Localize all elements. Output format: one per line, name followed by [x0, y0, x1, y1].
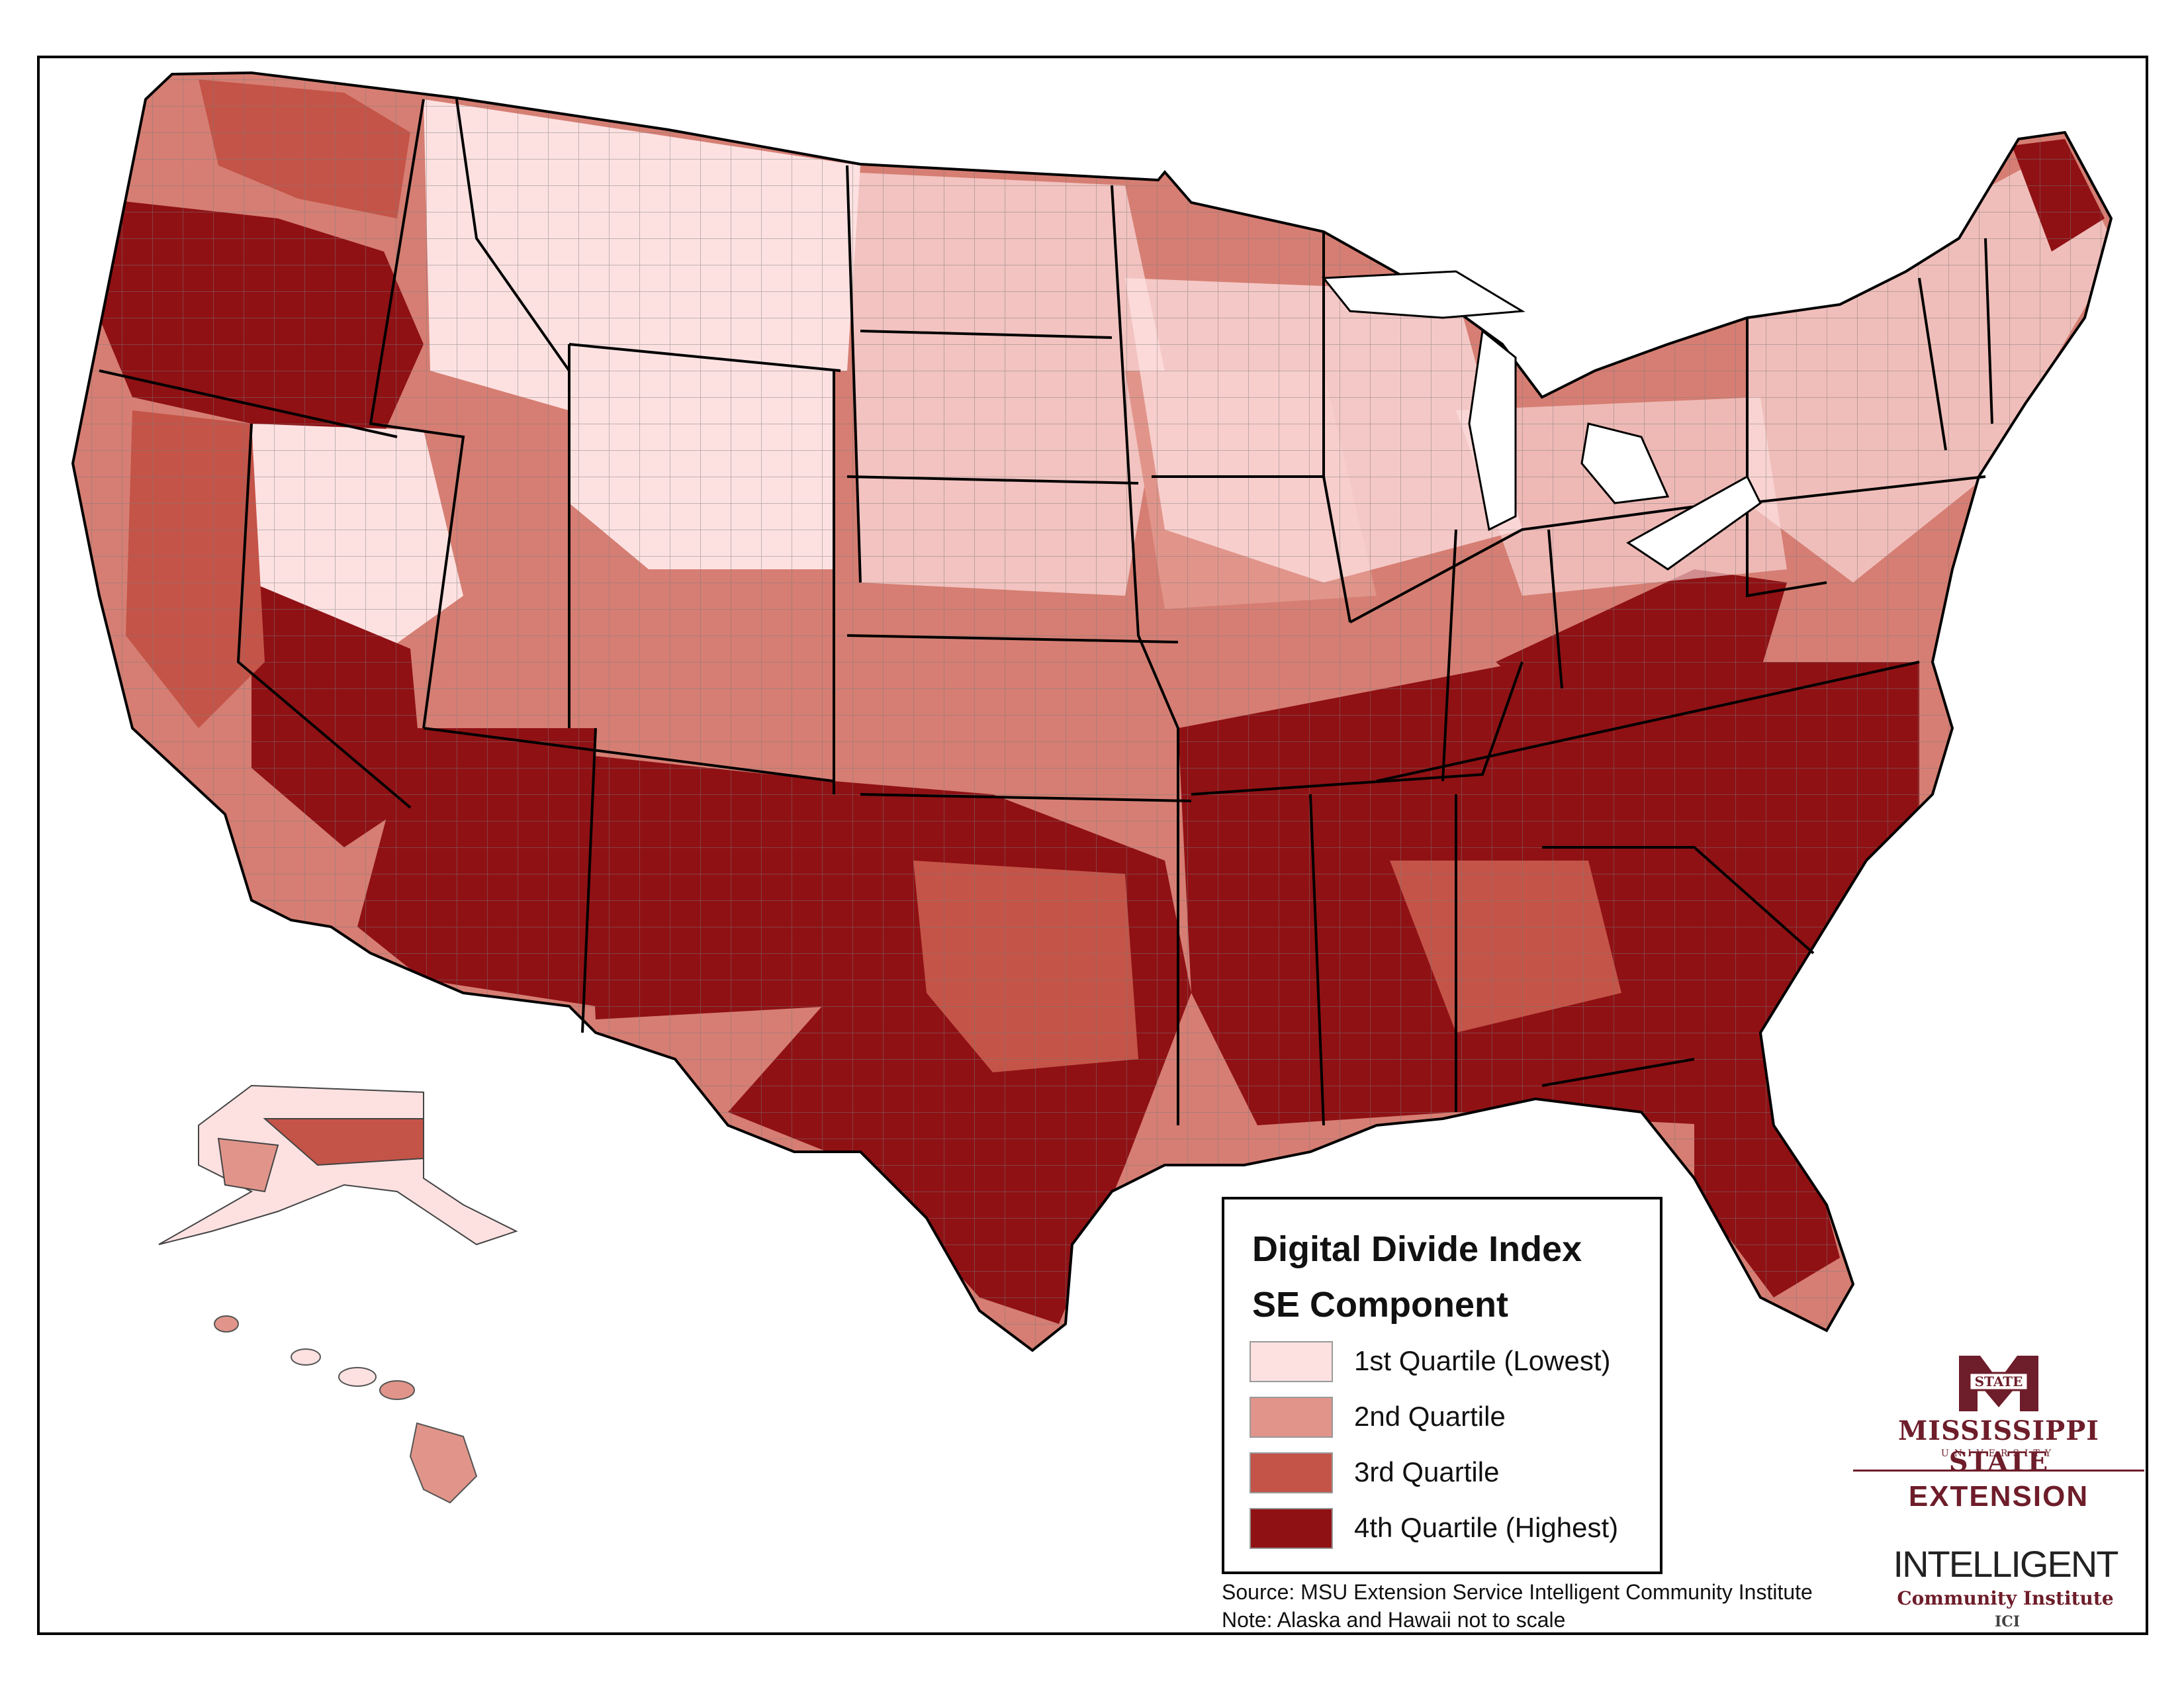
ici-logo: INTELLIGENT Community Institute ICI	[1886, 1542, 2124, 1630]
legend-swatch-q3	[1250, 1452, 1333, 1493]
legend-swatch-q1	[1250, 1341, 1333, 1382]
msu-m-icon: STATE	[1959, 1356, 2038, 1411]
hawaii	[214, 1315, 478, 1504]
legend-item-q3: 3rd Quartile	[1250, 1452, 1647, 1496]
ici-subtitle: Community Institute ICI	[1886, 1587, 2124, 1631]
legend: Digital Divide Index SE Component 1st Qu…	[1222, 1197, 1662, 1574]
ici-name: INTELLIGENT	[1893, 1543, 2119, 1585]
source-text: Source: MSU Extension Service Intelligen…	[1222, 1580, 1813, 1604]
legend-item-q1: 1st Quartile (Lowest)	[1250, 1341, 1647, 1385]
legend-title: Digital Divide Index	[1252, 1229, 1582, 1269]
legend-item-q4: 4th Quartile (Highest)	[1250, 1508, 1647, 1552]
legend-item-q2: 2nd Quartile	[1250, 1397, 1647, 1440]
alaska	[158, 1084, 518, 1246]
legend-subtitle: SE Component	[1252, 1285, 1508, 1325]
msu-name: MISSISSIPPI STATE	[1897, 1415, 2100, 1477]
map-frame	[37, 56, 2148, 1635]
msu-extension: EXTENSION	[1908, 1480, 2089, 1513]
legend-label-q4: 4th Quartile (Highest)	[1354, 1512, 1619, 1543]
source-note: Source: MSU Extension Service Intelligen…	[1222, 1578, 1813, 1634]
legend-label-q3: 3rd Quartile	[1354, 1456, 1500, 1487]
msu-badge-text: STATE	[1975, 1374, 2023, 1389]
ici-sub-text: Community Institute	[1897, 1587, 2114, 1609]
msu-university: UNIVERSITY	[1940, 1448, 2057, 1459]
msu-extension-logo: STATE MISSISSIPPI STATE UNIVERSITY EXTEN…	[1853, 1350, 2144, 1516]
ici-mark: ICI	[1994, 1613, 2021, 1630]
legend-swatch-q2	[1250, 1397, 1333, 1438]
note-text: Note: Alaska and Hawaii not to scale	[1222, 1608, 1566, 1632]
legend-label-q1: 1st Quartile (Lowest)	[1354, 1345, 1611, 1376]
legend-label-q2: 2nd Quartile	[1354, 1401, 1506, 1432]
legend-swatch-q4	[1250, 1508, 1333, 1549]
great-lakes	[1321, 270, 1762, 571]
msu-divider	[1853, 1470, 2144, 1472]
